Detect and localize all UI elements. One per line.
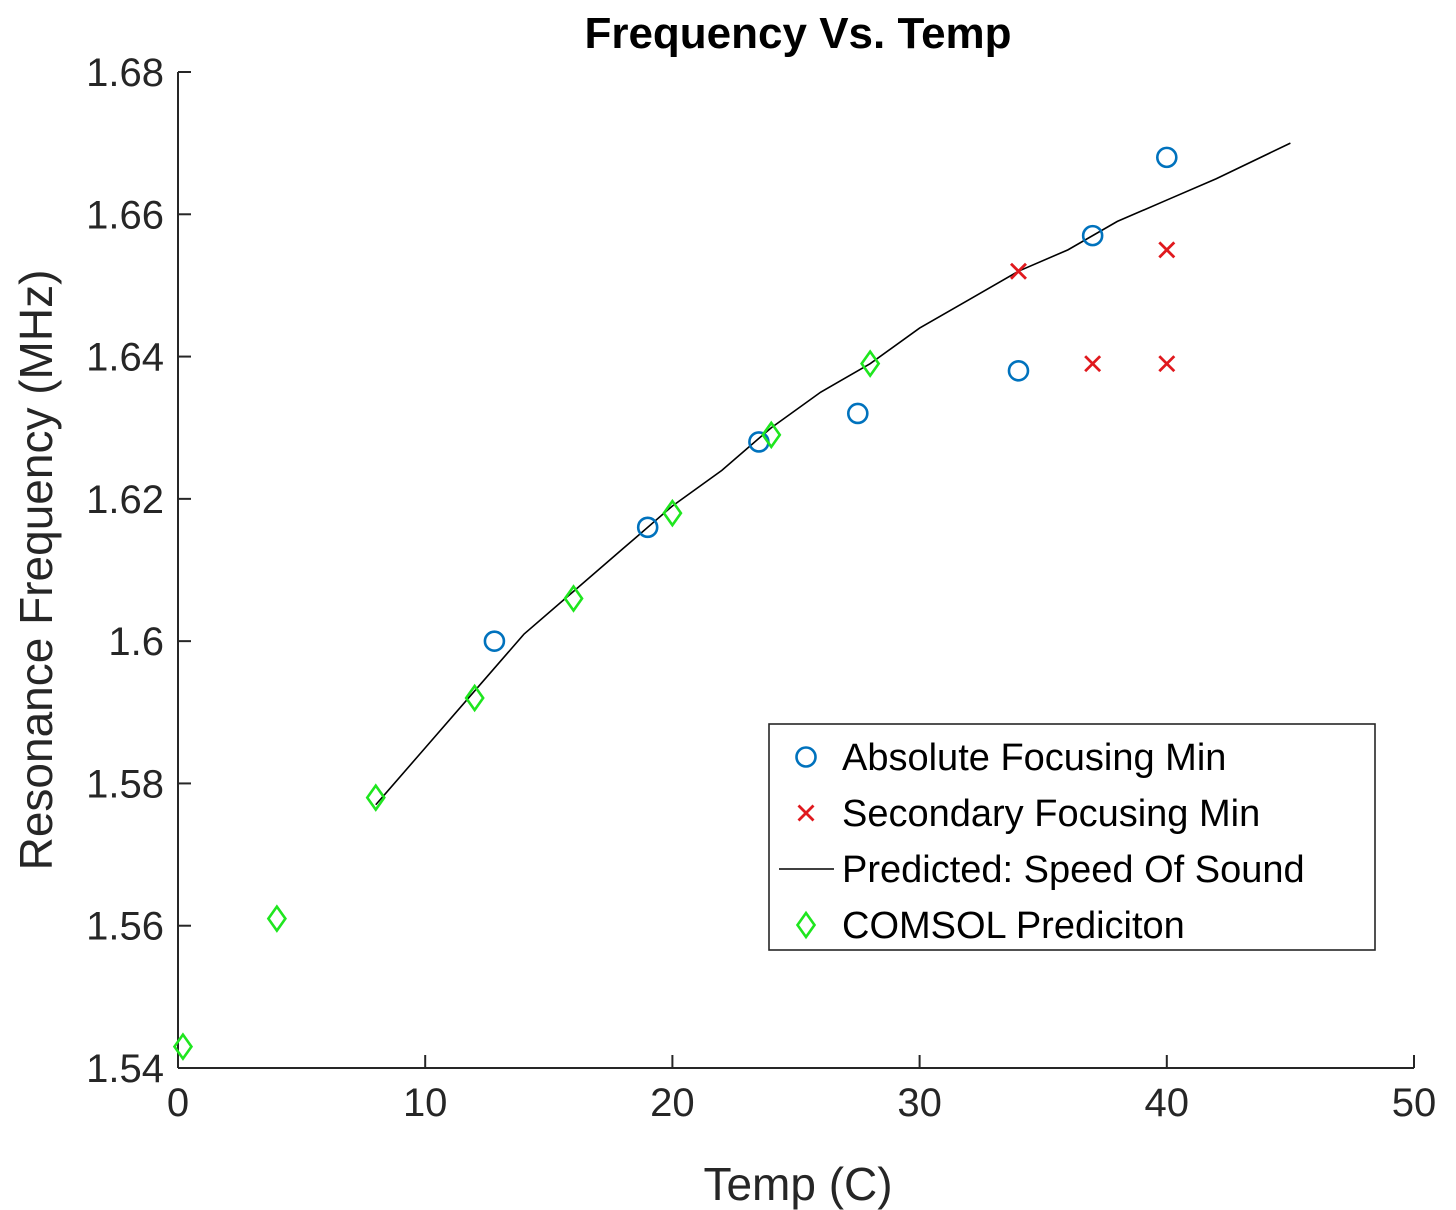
legend: Absolute Focusing Min Secondary Focusing … <box>769 724 1375 950</box>
y-tick-label: 1.68 <box>86 51 164 95</box>
legend-label: Absolute Focusing Min <box>842 737 1226 779</box>
predicted-curve <box>376 143 1291 805</box>
chart-title: Frequency Vs. Temp <box>584 9 1011 58</box>
x-tick-label: 20 <box>650 1081 695 1125</box>
y-tick-label: 1.56 <box>86 905 164 949</box>
legend-label: COMSOL Prediciton <box>842 905 1185 947</box>
x-axis-label: Temp (C) <box>703 1158 892 1210</box>
data-point-diamond <box>174 1035 191 1059</box>
data-point-diamond <box>268 907 285 931</box>
x-tick-label: 0 <box>167 1081 189 1125</box>
data-point-x <box>1011 264 1026 279</box>
legend-entry: COMSOL Prediciton <box>798 905 1185 947</box>
x-tick-label: 30 <box>897 1081 942 1125</box>
y-axis-label: Resonance Frequency (MHz) <box>10 270 62 871</box>
data-point-x <box>1159 356 1174 371</box>
x-tick-label: 10 <box>403 1081 448 1125</box>
series-line <box>376 143 1291 805</box>
data-point-circle <box>1157 148 1176 167</box>
data-point-circle <box>1009 361 1028 380</box>
legend-entry: Secondary Focusing Min <box>799 793 1261 835</box>
y-tick-label: 1.58 <box>86 762 164 806</box>
axis-ticks: 0 10 20 30 40 50 1.54 1.56 1.58 1.6 1.62 1.64 1.66 1.… <box>86 51 1436 1125</box>
data-point-x <box>1085 356 1100 371</box>
data-point-diamond <box>664 501 681 525</box>
data-point-x <box>1159 242 1174 257</box>
legend-label: Predicted: Speed Of Sound <box>842 849 1305 891</box>
series-diamond <box>174 352 878 1059</box>
legend-label: Secondary Focusing Min <box>842 793 1260 835</box>
data-point-circle <box>749 432 768 451</box>
y-tick-label: 1.54 <box>86 1047 164 1091</box>
legend-entry: Absolute Focusing Min <box>797 737 1227 779</box>
data-point-circle <box>848 404 867 423</box>
series-circle <box>485 148 1176 651</box>
x-tick-label: 40 <box>1145 1081 1190 1125</box>
y-tick-label: 1.62 <box>86 478 164 522</box>
data-point-diamond <box>565 586 582 610</box>
series-x <box>1011 242 1174 371</box>
y-tick-label: 1.64 <box>86 336 164 380</box>
y-tick-label: 1.66 <box>86 193 164 237</box>
data-point-circle <box>485 632 504 651</box>
x-tick-label: 50 <box>1392 1081 1437 1125</box>
legend-entry: Predicted: Speed Of Sound <box>779 849 1305 891</box>
y-tick-label: 1.6 <box>108 620 164 664</box>
